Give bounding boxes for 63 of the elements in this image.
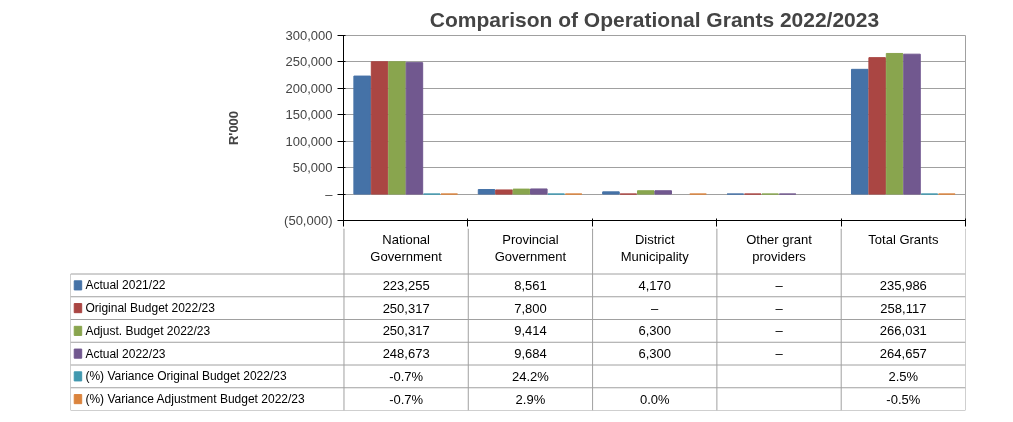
bar <box>654 190 672 195</box>
data-label: -0.7% <box>389 368 424 384</box>
data-label: 266,031 <box>879 323 927 339</box>
data-label: -0.7% <box>389 391 424 407</box>
bar <box>353 75 371 195</box>
y-tick-label: 100,000 <box>285 133 333 149</box>
data-label: 24.2% <box>512 368 550 384</box>
x-tick-label: Other grant providers <box>746 232 813 265</box>
bar <box>885 52 904 195</box>
legend-label: Actual 2022/23 <box>85 346 166 361</box>
data-label: – <box>775 300 784 316</box>
data-label: – <box>775 277 784 293</box>
bar <box>512 188 531 195</box>
data-label: -0.5% <box>886 391 921 407</box>
y-tick-label: (50,000) <box>284 213 333 228</box>
x-tick-label: Provincial Government <box>494 232 567 265</box>
bar <box>405 62 424 195</box>
bar <box>903 53 921 195</box>
bar <box>530 188 548 195</box>
x-tick-label: National Government <box>370 232 443 265</box>
y-axis-title: R'000 <box>226 110 242 146</box>
data-label: 6,300 <box>638 346 672 362</box>
legend-label: (%) Variance Adjustment Budget 2022/23 <box>85 392 305 407</box>
data-label: 258,117 <box>880 300 927 316</box>
x-tick-label: District Municipality <box>620 232 690 265</box>
y-tick-label: 50,000 <box>292 160 333 176</box>
data-label: 248,673 <box>382 346 430 362</box>
bar <box>850 68 869 195</box>
data-label: 2.9% <box>515 391 546 407</box>
data-label: 0.0% <box>639 391 670 407</box>
y-tick-label: – <box>325 186 334 202</box>
y-tick-label: 250,000 <box>285 54 333 70</box>
data-label: 9,414 <box>514 323 547 339</box>
chart-title: Comparison of Operational Grants 2022/2023 <box>429 7 880 31</box>
legend-label: Original Budget 2022/23 <box>85 301 216 316</box>
data-label: 6,300 <box>638 323 672 339</box>
data-label: 223,255 <box>382 277 430 293</box>
data-label: 250,317 <box>382 323 430 339</box>
data-label: – <box>775 323 784 339</box>
data-label: 235,986 <box>879 277 927 293</box>
data-label: 4,170 <box>638 277 672 293</box>
legend-label: (%) Variance Original Budget 2022/23 <box>85 369 287 384</box>
data-label: 2.5% <box>888 368 919 384</box>
bar <box>370 61 389 195</box>
data-label: 250,317 <box>382 300 430 316</box>
y-tick-label: 300,000 <box>285 28 333 43</box>
legend-label: Actual 2021/22 <box>85 278 166 293</box>
x-tick-label: Total Grants <box>868 232 939 248</box>
data-label: – <box>775 346 784 362</box>
bar <box>637 190 655 195</box>
legend-label: Adjust. Budget 2022/23 <box>85 323 211 338</box>
bar <box>477 189 496 195</box>
data-label: 7,800 <box>514 300 547 316</box>
data-label: 8,561 <box>514 277 547 293</box>
y-tick-label: 200,000 <box>285 80 333 96</box>
y-tick-label: 150,000 <box>285 107 333 123</box>
bar <box>602 191 620 195</box>
bar <box>868 57 886 195</box>
data-label: 9,684 <box>514 346 547 362</box>
bar <box>388 61 406 195</box>
data-label: – <box>651 300 660 316</box>
data-label: 264,657 <box>879 346 927 362</box>
bar <box>495 189 513 195</box>
